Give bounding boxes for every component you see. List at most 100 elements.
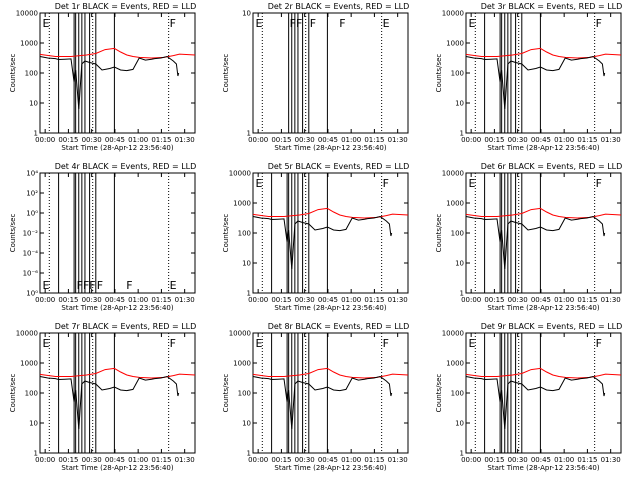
- x-tick-label: 01:00: [341, 136, 361, 144]
- flag-marker: F: [339, 17, 345, 30]
- x-axis-label: Start Time (28-Apr-12 23:56:40): [274, 464, 386, 472]
- x-tick-label: 01:15: [151, 296, 171, 304]
- plot-frame: [39, 172, 196, 294]
- y-tick-label: 10000: [229, 330, 251, 338]
- y-tick-label: 10: [242, 10, 251, 18]
- y-tick-label: 100: [238, 390, 251, 398]
- flag-marker: E: [43, 17, 50, 30]
- flag-marker: F: [596, 177, 602, 190]
- flag-marker: F: [170, 17, 176, 30]
- plot-frame: [465, 332, 622, 454]
- y-tick-label: 1: [247, 290, 251, 298]
- x-tick-label: 01:30: [175, 136, 195, 144]
- y-tick-label: 1: [34, 130, 38, 138]
- y-tick-label: 100: [451, 70, 464, 78]
- x-tick-label: 00:45: [531, 296, 551, 304]
- x-tick-label: 01:30: [388, 136, 408, 144]
- y-tick-label: 10000: [442, 330, 464, 338]
- x-tick-label: 01:30: [175, 296, 195, 304]
- flag-marker: E: [383, 17, 390, 30]
- plot-frame: [252, 172, 409, 294]
- y-axis-label: Counts/sec: [222, 214, 230, 253]
- x-tick-label: 00:45: [318, 296, 338, 304]
- y-axis-label: Counts/sec: [222, 54, 230, 93]
- x-tick-label: 01:00: [128, 136, 148, 144]
- x-tick-label: 01:30: [601, 136, 621, 144]
- x-tick-label: 01:30: [175, 456, 195, 464]
- y-tick-label: 10⁰: [26, 290, 38, 298]
- x-tick-label: 01:00: [341, 456, 361, 464]
- y-tick-label: 1000: [446, 40, 464, 48]
- panel-title: Det 5r BLACK = Events, RED = LLD: [268, 162, 410, 171]
- y-tick-label: 100: [451, 390, 464, 398]
- x-axis-label: Start Time (28-Apr-12 23:56:40): [61, 464, 173, 472]
- x-tick-label: 01:00: [554, 136, 574, 144]
- events-series-line: [465, 215, 606, 270]
- flag-marker: FFF: [77, 279, 96, 292]
- x-tick-label: 01:00: [341, 296, 361, 304]
- x-tick-label: 00:30: [295, 296, 315, 304]
- x-tick-label: 01:00: [128, 456, 148, 464]
- x-tick-label: 00:30: [295, 136, 315, 144]
- y-axis-label: Counts/sec: [435, 54, 443, 93]
- y-tick-label: 10: [455, 260, 464, 268]
- y-tick-label: 1: [34, 450, 38, 458]
- y-axis-label: Counts/sec: [435, 214, 443, 253]
- flag-marker: E: [256, 177, 263, 190]
- y-tick-label: 1: [460, 290, 464, 298]
- y-tick-label: 1000: [446, 360, 464, 368]
- x-tick-label: 00:15: [271, 456, 291, 464]
- y-tick-label: 100: [238, 230, 251, 238]
- x-tick-label: 00:15: [58, 136, 78, 144]
- events-series-line: [465, 55, 606, 110]
- flag-marker: E: [256, 17, 263, 30]
- x-axis-label: Start Time (28-Apr-12 23:56:40): [487, 304, 599, 312]
- x-axis-label: Start Time (28-Apr-12 23:56:40): [61, 304, 173, 312]
- y-tick-label: 10: [29, 100, 38, 108]
- y-tick-label: 10000: [229, 170, 251, 178]
- x-tick-label: 01:30: [601, 296, 621, 304]
- x-tick-label: 01:15: [364, 456, 384, 464]
- y-tick-label: 10: [242, 260, 251, 268]
- lld-series-line: [465, 47, 622, 59]
- plot-frame: [39, 12, 196, 134]
- x-tick-label: 01:15: [577, 456, 597, 464]
- x-tick-label: 01:30: [601, 456, 621, 464]
- flag-marker: E: [43, 279, 50, 292]
- panel-title: Det 8r BLACK = Events, RED = LLD: [268, 322, 410, 331]
- x-tick-label: 00:30: [82, 296, 102, 304]
- x-axis-label: Start Time (28-Apr-12 23:56:40): [274, 304, 386, 312]
- flag-marker: E: [469, 17, 476, 30]
- plot-frame: [252, 12, 409, 134]
- y-tick-label: 1000: [20, 360, 38, 368]
- flag-marker: F: [170, 337, 176, 350]
- y-tick-label: 10000: [442, 170, 464, 178]
- x-tick-label: 00:30: [508, 136, 528, 144]
- x-tick-label: 00:15: [484, 136, 504, 144]
- y-tick-label: 10000: [16, 10, 38, 18]
- x-tick-label: 00:15: [58, 456, 78, 464]
- plot-frame: [465, 12, 622, 134]
- x-tick-label: 00:30: [295, 456, 315, 464]
- plot-frame: [465, 172, 622, 294]
- x-tick-label: 00:45: [105, 296, 125, 304]
- y-axis-label: Counts/sec: [9, 374, 17, 413]
- flag-marker: F: [383, 337, 389, 350]
- x-axis-label: Start Time (28-Apr-12 23:56:40): [61, 144, 173, 152]
- x-tick-label: 00:30: [508, 296, 528, 304]
- lld-series-line: [39, 47, 196, 59]
- flag-marker: E: [469, 177, 476, 190]
- y-tick-label: 10000: [16, 330, 38, 338]
- x-tick-label: 00:45: [105, 136, 125, 144]
- x-tick-label: 01:15: [364, 136, 384, 144]
- y-tick-label: 1: [247, 130, 251, 138]
- x-tick-label: 00:00: [461, 136, 481, 144]
- x-tick-label: 01:00: [554, 296, 574, 304]
- y-tick-label: 10⁰: [26, 210, 38, 218]
- flag-marker: F: [310, 17, 316, 30]
- y-tick-label: 1: [247, 450, 251, 458]
